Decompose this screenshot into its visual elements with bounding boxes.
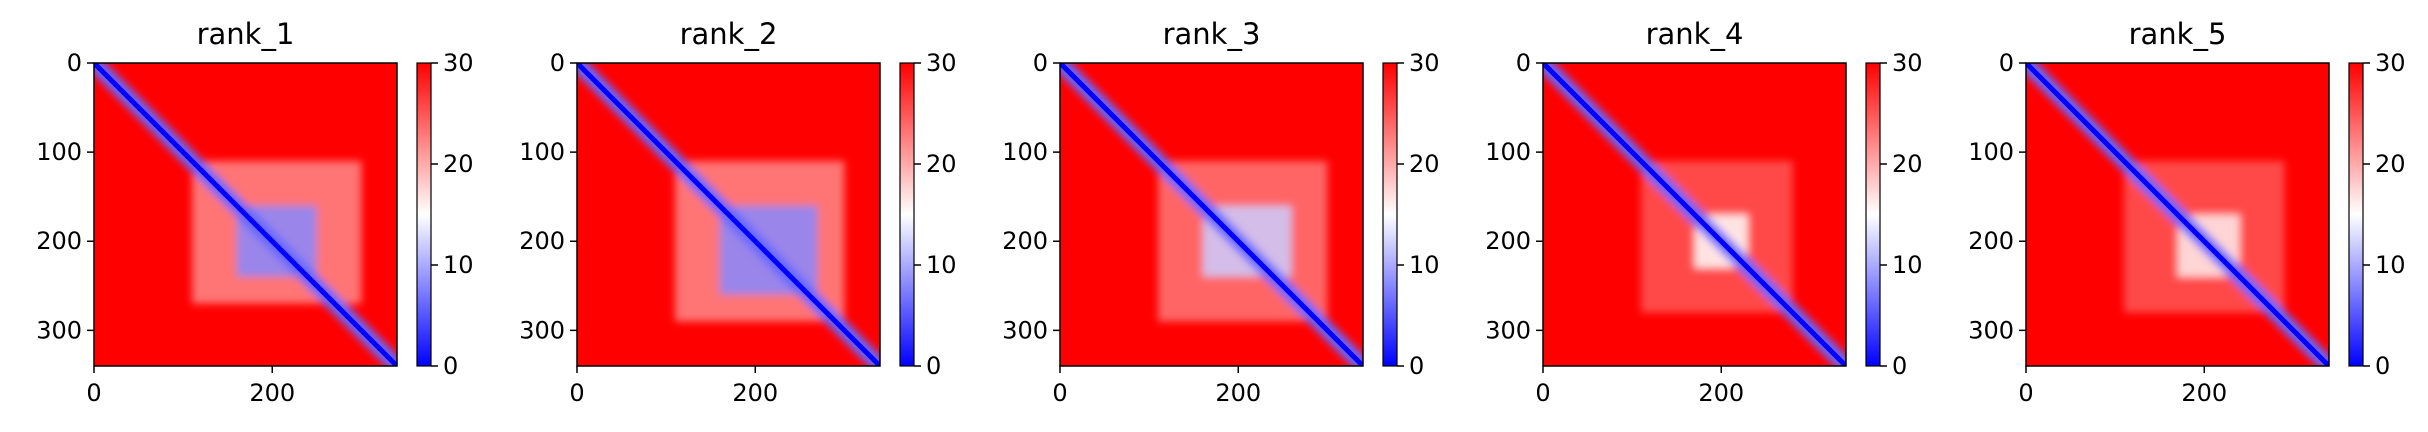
y-tick-label: 300	[519, 316, 565, 344]
x-tick-label: 200	[1215, 379, 1261, 407]
colorbar-tick-label: 0	[1892, 352, 1907, 380]
heatmap-image	[2026, 63, 2329, 366]
x-tick-label: 0	[1535, 379, 1550, 407]
colorbar-tick-label: 30	[443, 49, 474, 77]
colorbar-tick-label: 30	[1892, 49, 1923, 77]
colorbar: 0 10 20 30	[416, 49, 474, 380]
panel-5: rank_5 0 100 200 300 0 200 0 10 20 30	[1968, 17, 2405, 407]
y-tick-label: 100	[36, 138, 82, 166]
colorbar-gradient	[1865, 62, 1881, 367]
colorbar-gradient	[416, 62, 432, 367]
panel-3: rank_3 0 100 200 300 0 200 0 10 20 30	[1002, 17, 1439, 407]
colorbar-gradient	[2348, 62, 2364, 367]
heatmap-image	[1060, 63, 1363, 366]
panel-1: rank_1 0 100 200 300 0 200 0 10 20 30	[36, 17, 473, 407]
axes-frame	[1059, 62, 1364, 367]
panel-4: rank_4 0 100 200 300 0 200 0 10 20 30	[1485, 17, 1922, 407]
colorbar-tick-label: 30	[926, 49, 957, 77]
colorbar-tick-label: 10	[443, 251, 474, 279]
colorbar: 0 10 20 30	[1382, 49, 1440, 380]
colorbar-tick-label: 20	[1409, 150, 1440, 178]
y-tick-label: 300	[1485, 316, 1531, 344]
x-tick-label: 0	[2018, 379, 2033, 407]
y-tick-label: 100	[1485, 138, 1531, 166]
colorbar-tick-label: 10	[2375, 251, 2406, 279]
colorbar-tick-label: 20	[926, 150, 957, 178]
y-tick-label: 0	[1033, 49, 1048, 77]
x-tick-label: 0	[1052, 379, 1067, 407]
panel-title: rank_2	[680, 17, 778, 51]
x-tick-label: 200	[1698, 379, 1744, 407]
colorbar-tick-label: 20	[443, 150, 474, 178]
diagonal-band	[2026, 63, 2329, 366]
colorbar: 0 10 20 30	[899, 49, 957, 380]
panel-title: rank_4	[1646, 17, 1744, 51]
y-tick-label: 200	[1968, 227, 2014, 255]
y-tick-label: 300	[1968, 316, 2014, 344]
panel-title: rank_5	[2129, 17, 2227, 51]
colorbar-tick-label: 0	[2375, 352, 2390, 380]
y-tick-label: 300	[1002, 316, 1048, 344]
y-tick-label: 100	[1968, 138, 2014, 166]
colorbar-gradient	[899, 62, 915, 367]
y-tick-label: 100	[519, 138, 565, 166]
axes-frame	[2025, 62, 2330, 367]
diagonal-band	[1543, 63, 1846, 366]
x-tick-label: 0	[86, 379, 101, 407]
heatmap-image	[94, 63, 397, 366]
colorbar-tick-label: 10	[926, 251, 957, 279]
colorbar-tick-label: 10	[1892, 251, 1923, 279]
diagonal-band	[577, 63, 880, 366]
heatmap-image	[577, 63, 880, 366]
colorbar-tick-label: 0	[1409, 352, 1424, 380]
colorbar-tick-label: 30	[1409, 49, 1440, 77]
colorbar-gradient	[1382, 62, 1398, 367]
y-tick-label: 200	[1002, 227, 1048, 255]
axes-frame	[1542, 62, 1847, 367]
colorbar: 0 10 20 30	[1865, 49, 1923, 380]
heatmap-image	[1543, 63, 1846, 366]
panel-title: rank_1	[197, 17, 295, 51]
y-tick-label: 200	[519, 227, 565, 255]
diagonal-band	[1060, 63, 1363, 366]
y-tick-label: 0	[1999, 49, 2014, 77]
x-tick-label: 200	[249, 379, 295, 407]
diagonal-band	[94, 63, 397, 366]
axes-frame	[576, 62, 881, 367]
y-tick-label: 200	[36, 227, 82, 255]
colorbar: 0 10 20 30	[2348, 49, 2406, 380]
panel-title: rank_3	[1163, 17, 1261, 51]
colorbar-tick-label: 30	[2375, 49, 2406, 77]
colorbar-tick-label: 20	[2375, 150, 2406, 178]
y-tick-label: 200	[1485, 227, 1531, 255]
x-tick-label: 200	[2181, 379, 2227, 407]
y-tick-label: 0	[67, 49, 82, 77]
y-tick-label: 0	[550, 49, 565, 77]
x-tick-label: 0	[569, 379, 584, 407]
y-tick-label: 300	[36, 316, 82, 344]
axes-frame	[93, 62, 398, 367]
colorbar-tick-label: 0	[926, 352, 941, 380]
colorbar-tick-label: 0	[443, 352, 458, 380]
panel-2: rank_2 0 100 200 300 0 200 0 10 20 30	[519, 17, 956, 407]
x-tick-label: 200	[732, 379, 778, 407]
y-tick-label: 0	[1516, 49, 1531, 77]
colorbar-tick-label: 20	[1892, 150, 1923, 178]
y-tick-label: 100	[1002, 138, 1048, 166]
colorbar-tick-label: 10	[1409, 251, 1440, 279]
